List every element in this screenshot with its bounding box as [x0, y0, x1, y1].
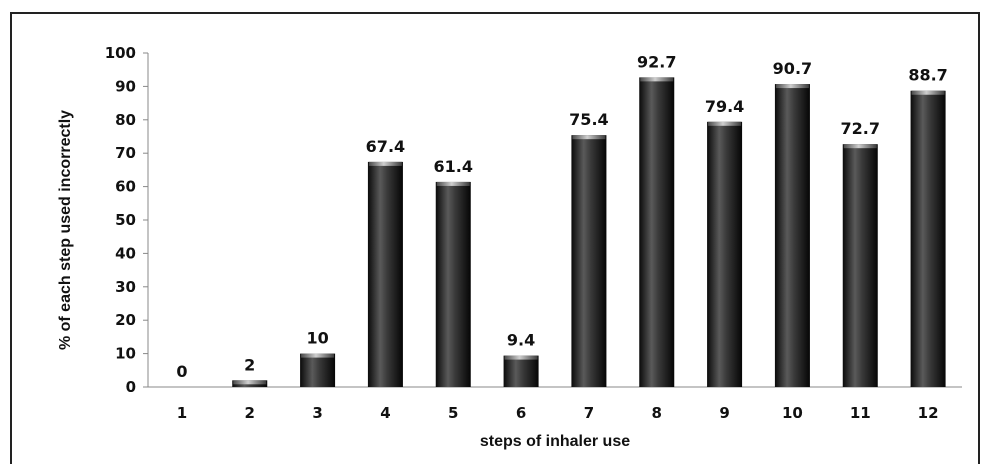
data-label: 90.7 [773, 59, 812, 78]
x-axis: 1 2 3 4 5 6 7 8 9 10 11 12 [148, 386, 962, 422]
bar-highlight [301, 353, 335, 358]
y-tick-label: 20 [115, 311, 136, 329]
data-label: 92.7 [637, 52, 676, 71]
x-tick-label: 5 [448, 404, 458, 422]
data-label: 61.4 [434, 157, 473, 176]
data-label: 67.4 [366, 137, 405, 156]
x-tick-label: 11 [850, 404, 871, 422]
bar [910, 90, 946, 387]
bar-highlight [708, 121, 742, 126]
bar-highlight [504, 355, 538, 360]
x-tick-label: 3 [312, 404, 322, 422]
chart-frame [10, 12, 980, 464]
x-tick-label: 2 [245, 404, 255, 422]
bars [232, 77, 946, 387]
x-axis-title: steps of inhaler use [480, 433, 630, 450]
y-tick-label: 40 [115, 244, 136, 262]
y-tick-label: 30 [115, 278, 136, 296]
data-label: 9.4 [507, 331, 535, 350]
bar-highlight [843, 144, 877, 149]
data-labels: 0 2 10 67.4 61.4 9.4 75.4 92.7 79.4 90.7 72.7 88.7 [176, 52, 947, 381]
data-label: 75.4 [569, 110, 608, 129]
x-tick-label: 1 [177, 404, 187, 422]
x-tick-label: 6 [516, 404, 526, 422]
y-tick-label: 10 [115, 345, 136, 363]
bar [707, 121, 743, 387]
y-tick-label: 50 [115, 211, 136, 229]
bar [503, 355, 539, 387]
y-tick-label: 60 [115, 178, 136, 196]
x-tick-label: 4 [380, 404, 390, 422]
bar [774, 84, 810, 387]
x-tick-label: 9 [719, 404, 729, 422]
bar [435, 181, 471, 387]
bar [571, 135, 607, 387]
data-label: 79.4 [705, 97, 744, 116]
bar-highlight [911, 90, 945, 95]
bar-highlight [640, 77, 674, 82]
y-axis-title: % of each step used incorrectly [57, 110, 74, 350]
data-label: 10 [306, 329, 328, 348]
x-tick-label: 12 [918, 404, 939, 422]
data-label: 72.7 [841, 119, 880, 138]
y-tick-label: 80 [115, 111, 136, 129]
bar-highlight [233, 380, 267, 385]
x-tick-label: 10 [782, 404, 803, 422]
y-tick-label: 70 [115, 144, 136, 162]
y-tick-label: 100 [105, 44, 136, 62]
bar-highlight [368, 161, 402, 166]
bar-highlight [436, 181, 470, 186]
data-label: 0 [176, 362, 187, 381]
bar-highlight [572, 135, 606, 140]
x-tick-label: 7 [584, 404, 594, 422]
bar [300, 353, 336, 387]
y-tick-label: 90 [115, 77, 136, 95]
data-label: 88.7 [908, 66, 947, 85]
y-tick-label: 0 [126, 378, 136, 396]
x-tick-label: 8 [652, 404, 662, 422]
bar [842, 144, 878, 387]
bar-highlight [775, 84, 809, 89]
bar [639, 77, 675, 387]
y-axis: 0 10 20 30 40 50 60 70 80 90 100 [105, 44, 149, 396]
bar [367, 161, 403, 387]
data-label: 2 [244, 355, 255, 374]
